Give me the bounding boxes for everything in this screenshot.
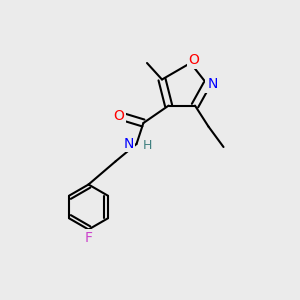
Text: O: O (113, 109, 124, 122)
Text: N: N (124, 137, 134, 151)
Text: H: H (143, 139, 152, 152)
Text: F: F (85, 231, 92, 245)
Text: O: O (189, 53, 200, 67)
Text: N: N (207, 77, 218, 91)
